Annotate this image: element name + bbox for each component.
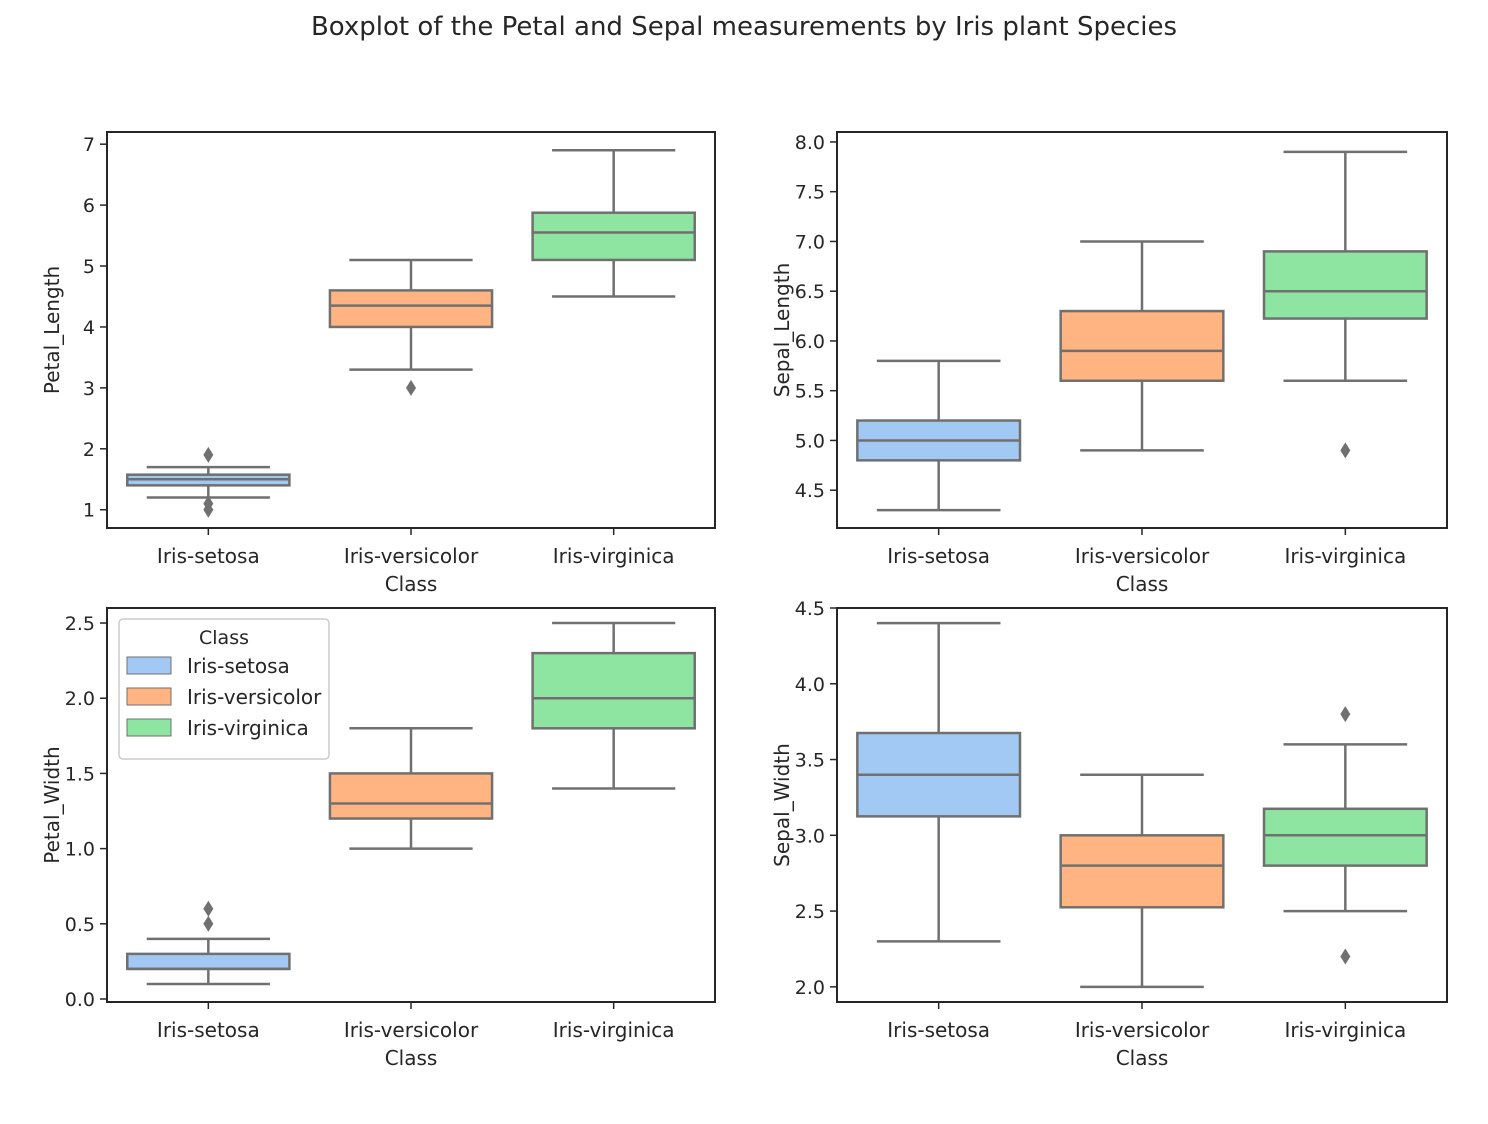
y-tick-label: 0.0 — [65, 989, 95, 1011]
box-iris-setosa — [856, 359, 1022, 512]
x-axis-label: Class — [1116, 572, 1169, 596]
legend-swatch-iris-virginica — [126, 718, 172, 737]
y-tick-label: 4.0 — [795, 674, 825, 696]
y-tick-label: 7.0 — [795, 231, 825, 253]
y-tick-label: 2.5 — [65, 613, 95, 635]
iqr-box — [1059, 834, 1225, 909]
y-tick-label: 5.0 — [795, 430, 825, 452]
y-tick-label: 1.0 — [65, 839, 95, 861]
iqr-box — [126, 952, 291, 971]
y-tick-label: 2.0 — [795, 977, 825, 999]
figure-title: Boxplot of the Petal and Sepal measureme… — [310, 12, 1178, 42]
y-tick-label: 6 — [83, 195, 95, 217]
legend: Class Iris-setosa Iris-versicolor Iris-virg… — [118, 618, 330, 760]
iqr-box — [328, 289, 494, 329]
x-tick-label: Iris-versicolor — [1075, 1018, 1210, 1042]
panel-sepal-length: 4.5 5.0 5.5 6.0 6.5 7.0 7.5 8.0 Iris-setosa Iris-… — [770, 131, 1448, 596]
box-iris-versicolor — [328, 258, 494, 396]
x-tick-label: Iris-virginica — [553, 1018, 675, 1042]
y-tick-label: 3.5 — [795, 750, 825, 772]
x-tick-label: Iris-setosa — [887, 1018, 990, 1042]
legend-entry-label: Iris-setosa — [187, 654, 290, 678]
box-iris-setosa — [126, 446, 291, 518]
x-axis-label: Class — [385, 1046, 438, 1070]
x-tick-label: Iris-setosa — [887, 544, 990, 568]
y-tick-label: 4 — [83, 317, 95, 339]
y-tick-label: 3 — [83, 378, 95, 400]
y-tick-label: 2.5 — [795, 901, 825, 923]
legend-entry-label: Iris-virginica — [187, 716, 309, 740]
y-tick-label: 5 — [83, 256, 95, 278]
box-iris-virginica — [1262, 706, 1428, 965]
x-axis-label: Class — [385, 572, 438, 596]
iqr-box — [1262, 250, 1428, 320]
x-tick-label: Iris-versicolor — [1075, 544, 1210, 568]
iqr-box — [531, 211, 696, 262]
outlier-point — [203, 446, 214, 463]
box-iris-versicolor — [1059, 240, 1225, 452]
y-tick-label: 1.5 — [65, 763, 95, 785]
outlier-point — [203, 495, 214, 512]
iqr-box — [531, 651, 696, 730]
iqr-box — [1262, 807, 1428, 867]
y-tick-label: 7 — [83, 134, 95, 156]
y-axis-label: Petal_Length — [40, 266, 64, 394]
box-iris-setosa — [856, 621, 1022, 943]
y-tick-label: 4.5 — [795, 480, 825, 502]
box-iris-virginica — [531, 621, 696, 790]
panel-petal-width: 0.0 0.5 1.0 1.5 2.0 2.5 Iris-setosa Iris-versic… — [40, 607, 716, 1070]
y-tick-label: 6.5 — [795, 281, 825, 303]
legend-swatch-iris-versicolor — [126, 687, 172, 706]
box-iris-virginica — [1262, 150, 1428, 459]
x-tick-label: Iris-virginica — [1284, 544, 1406, 568]
y-tick-label: 4.5 — [795, 598, 825, 620]
box-iris-setosa — [126, 900, 291, 986]
x-tick-label: Iris-virginica — [553, 544, 675, 568]
iqr-box — [1059, 309, 1225, 382]
outlier-point — [1340, 948, 1351, 965]
y-tick-label: 0.5 — [65, 914, 95, 936]
box-iris-versicolor — [328, 727, 494, 850]
legend-title: Class — [199, 627, 249, 649]
panel-petal-length: 1 2 3 4 5 6 7 Iris-setosa Iris-versicolor Iris-vi… — [40, 131, 716, 596]
x-tick-label: Iris-versicolor — [344, 1018, 479, 1042]
box-iris-versicolor — [1059, 773, 1225, 989]
x-tick-label: Iris-versicolor — [344, 544, 479, 568]
y-tick-label: 1 — [83, 500, 95, 522]
y-axis-label: Petal_Width — [40, 746, 64, 863]
iqr-box — [328, 772, 494, 820]
legend-entry-label: Iris-versicolor — [187, 685, 322, 709]
x-tick-label: Iris-setosa — [157, 544, 260, 568]
x-tick-label: Iris-setosa — [157, 1018, 260, 1042]
panel-sepal-width: 2.0 2.5 3.0 3.5 4.0 4.5 Iris-setosa Iris-versic… — [770, 598, 1448, 1070]
outlier-point — [1340, 706, 1351, 723]
y-tick-label: 8.0 — [795, 132, 825, 154]
y-tick-label: 6.0 — [795, 331, 825, 353]
y-tick-label: 5.5 — [795, 381, 825, 403]
outlier-point — [203, 900, 214, 917]
outlier-point — [203, 915, 214, 932]
x-tick-label: Iris-virginica — [1284, 1018, 1406, 1042]
y-tick-label: 2 — [83, 439, 95, 461]
y-axis-label: Sepal_Length — [770, 263, 794, 398]
x-axis-label: Class — [1116, 1046, 1169, 1070]
outlier-point — [1340, 442, 1351, 459]
box-iris-virginica — [531, 149, 696, 298]
y-tick-label: 2.0 — [65, 688, 95, 710]
y-tick-label: 3.0 — [795, 825, 825, 847]
y-axis-label: Sepal_Width — [770, 743, 794, 867]
y-tick-label: 7.5 — [795, 182, 825, 204]
legend-swatch-iris-setosa — [126, 656, 172, 675]
outlier-point — [406, 379, 416, 396]
